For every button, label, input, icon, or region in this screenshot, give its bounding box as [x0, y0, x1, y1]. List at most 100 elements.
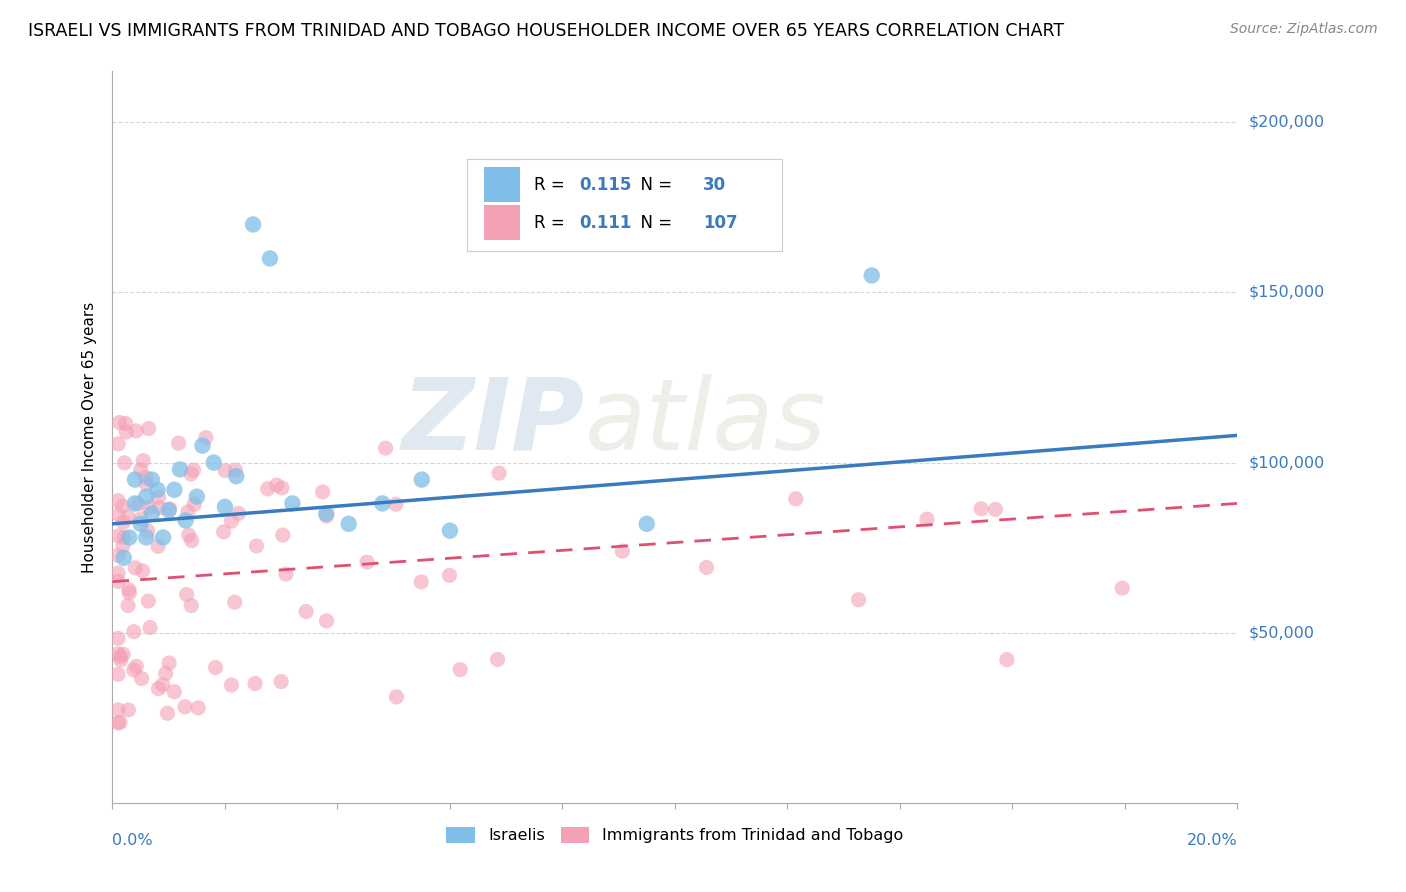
Point [129, 512, 152, 526]
Point [315, 509, 337, 524]
Point [146, 539, 169, 553]
Point [163, 483, 186, 497]
Point [124, 473, 146, 487]
Point [176, 587, 198, 601]
Point [270, 674, 292, 689]
Point [860, 268, 883, 283]
Point [696, 560, 718, 574]
Point [110, 649, 132, 664]
Legend: Israelis, Immigrants from Trinidad and Tobago: Israelis, Immigrants from Trinidad and T… [440, 821, 910, 850]
FancyBboxPatch shape [484, 205, 520, 240]
Point [449, 663, 471, 677]
FancyBboxPatch shape [484, 167, 520, 202]
Point [157, 656, 180, 670]
Point [228, 507, 250, 521]
Point [122, 663, 145, 677]
Point [127, 497, 149, 511]
Text: R =: R = [534, 214, 571, 232]
Point [191, 439, 214, 453]
Point [186, 490, 208, 504]
Point [202, 456, 225, 470]
Point [129, 516, 152, 531]
Point [439, 568, 461, 582]
FancyBboxPatch shape [467, 159, 782, 251]
Point [117, 509, 139, 524]
Point [183, 497, 205, 511]
Point [183, 463, 205, 477]
Point [146, 483, 169, 497]
Point [295, 605, 318, 619]
Point [107, 703, 129, 717]
Point [439, 524, 461, 538]
Point [112, 530, 135, 544]
Point [167, 436, 190, 450]
Point [138, 500, 160, 515]
Point [115, 425, 138, 439]
Point [374, 441, 396, 455]
Point [636, 516, 658, 531]
Point [148, 500, 170, 515]
Point [118, 582, 141, 597]
Text: $100,000: $100,000 [1249, 455, 1324, 470]
Point [107, 632, 129, 646]
Point [124, 496, 146, 510]
Point [139, 621, 162, 635]
Point [111, 499, 134, 513]
Point [136, 524, 159, 538]
Point [131, 564, 153, 578]
Point [135, 476, 157, 491]
Point [132, 453, 155, 467]
Point [174, 513, 197, 527]
Text: 107: 107 [703, 214, 738, 232]
Text: N =: N = [630, 176, 678, 194]
Point [118, 531, 141, 545]
Point [157, 503, 180, 517]
Point [225, 469, 247, 483]
Point [118, 586, 141, 600]
Point [156, 706, 179, 721]
Point [174, 699, 197, 714]
Point [245, 539, 267, 553]
Text: 0.111: 0.111 [579, 214, 631, 232]
Point [221, 678, 243, 692]
Point [107, 574, 129, 589]
Point [337, 516, 360, 531]
Point [180, 599, 202, 613]
Point [138, 421, 160, 435]
Point [117, 703, 139, 717]
Point [107, 667, 129, 681]
Point [163, 684, 186, 698]
Text: $150,000: $150,000 [1249, 285, 1324, 300]
Text: R =: R = [534, 176, 571, 194]
Point [141, 473, 163, 487]
Point [214, 464, 236, 478]
Point [148, 681, 170, 696]
Point [107, 715, 129, 730]
Point [356, 555, 378, 569]
Point [108, 715, 131, 730]
Point [204, 660, 226, 674]
Point [194, 431, 217, 445]
Point [1111, 581, 1133, 595]
Point [152, 678, 174, 692]
Point [112, 515, 135, 529]
Y-axis label: Householder Income Over 65 years: Householder Income Over 65 years [82, 301, 97, 573]
Point [488, 466, 510, 480]
Point [995, 652, 1018, 666]
Point [274, 567, 297, 582]
Point [281, 496, 304, 510]
Point [177, 505, 200, 519]
Point [107, 508, 129, 522]
Point [214, 500, 236, 514]
Point [155, 666, 177, 681]
Text: Source: ZipAtlas.com: Source: ZipAtlas.com [1230, 22, 1378, 37]
Text: $50,000: $50,000 [1249, 625, 1315, 640]
Point [159, 501, 181, 516]
Point [122, 624, 145, 639]
Point [107, 566, 129, 580]
Point [212, 524, 235, 539]
Point [311, 484, 333, 499]
Point [315, 614, 337, 628]
Text: 0.0%: 0.0% [112, 833, 153, 848]
Text: $200,000: $200,000 [1249, 115, 1324, 130]
